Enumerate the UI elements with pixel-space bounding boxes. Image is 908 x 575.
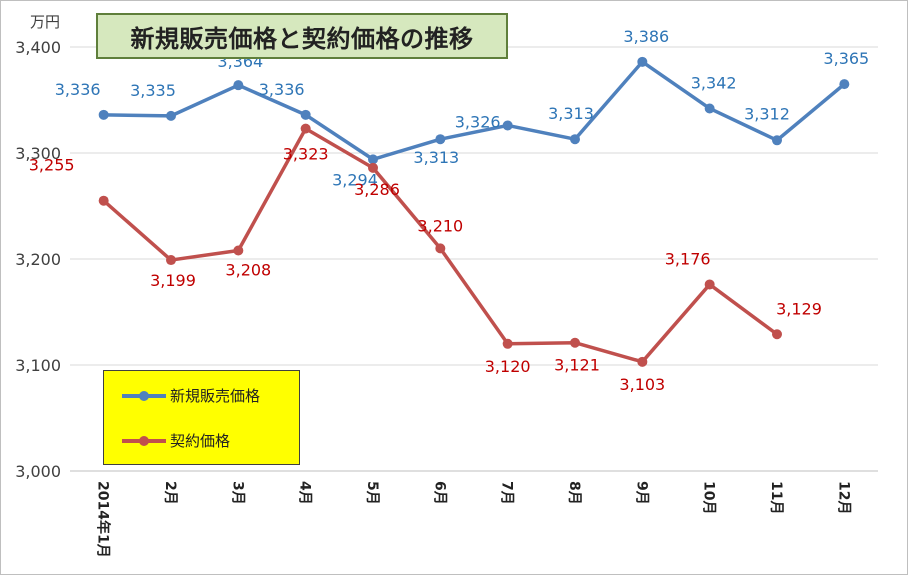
y-axis-ticks: 3,000 3,100 3,200 3,300 3,400	[15, 38, 61, 481]
data-label: 3,103	[619, 375, 665, 394]
y-tick-label: 3,100	[15, 356, 61, 375]
y-tick-label: 3,200	[15, 250, 61, 269]
chart-title: 新規販売価格と契約価格の推移	[96, 13, 508, 59]
data-label: 3,286	[354, 180, 400, 199]
x-tick-label: 3月	[229, 481, 245, 505]
data-point	[772, 135, 782, 146]
x-tick-label: 9月	[633, 481, 649, 505]
series-line	[103, 60, 846, 162]
data-point	[502, 120, 513, 131]
data-point	[772, 329, 782, 340]
data-point	[637, 356, 648, 367]
data-label: 3,342	[691, 73, 737, 92]
legend: 新規販売価格 契約価格	[103, 370, 300, 465]
data-label: 3,312	[744, 104, 790, 123]
data-point	[166, 255, 176, 266]
data-label: 3,176	[665, 249, 711, 268]
data-label: 3,336	[55, 80, 101, 99]
data-point	[368, 154, 378, 165]
legend-item-series-1: 新規販売価格	[122, 385, 260, 406]
data-point	[98, 195, 109, 206]
data-point	[704, 279, 715, 290]
legend-item-series-2: 契約価格	[122, 430, 230, 451]
legend-swatch-series-2	[122, 435, 166, 446]
series-1	[98, 56, 850, 165]
data-point	[368, 162, 378, 173]
y-tick-label: 3,300	[15, 144, 61, 163]
data-point	[637, 56, 648, 67]
data-label: 3,121	[554, 356, 600, 375]
data-label: 3,255	[29, 156, 75, 175]
data-point	[704, 103, 715, 114]
data-point	[233, 245, 244, 256]
x-tick-label: 2月	[162, 481, 178, 505]
data-label: 3,326	[455, 112, 501, 131]
data-point	[570, 134, 580, 145]
x-tick-label: 10月	[701, 481, 717, 514]
data-label: 3,335	[130, 81, 176, 100]
data-label: 3,294	[332, 170, 378, 189]
data-point	[233, 80, 244, 91]
series-lines	[98, 56, 850, 367]
x-tick-label: 8月	[566, 481, 582, 505]
y-tick-label: 3,000	[15, 462, 61, 481]
y-tick-label: 3,400	[15, 38, 61, 57]
data-point	[300, 123, 311, 134]
y-unit-label: 万円	[30, 13, 61, 31]
data-label: 3,336	[259, 80, 305, 99]
data-point	[839, 79, 850, 90]
x-tick-label: 6月	[431, 481, 447, 505]
data-point	[435, 134, 446, 145]
x-tick-label: 12月	[835, 481, 851, 514]
data-label: 3,365	[823, 49, 869, 68]
data-label: 3,120	[485, 357, 531, 376]
data-label: 3,210	[417, 216, 463, 235]
data-point	[502, 338, 513, 349]
data-point	[570, 337, 580, 348]
data-label: 3,313	[413, 148, 459, 167]
data-label: 3,386	[623, 27, 669, 46]
data-label: 3,129	[776, 299, 822, 318]
legend-swatch-series-1	[122, 390, 166, 401]
data-label: 3,208	[225, 261, 271, 280]
x-axis-ticks: 2014年1月 2月 3月 4月 5月 6月 7月 8月 9月 10月 11月 12月	[95, 481, 852, 558]
data-point	[98, 109, 109, 120]
legend-label-series-1: 新規販売価格	[170, 387, 261, 405]
legend-label-series-2: 契約価格	[170, 432, 231, 450]
data-label: 3,313	[548, 104, 594, 123]
data-point	[166, 110, 176, 121]
x-tick-label: 7月	[499, 481, 515, 505]
data-point	[435, 243, 446, 254]
x-tick-label: 5月	[364, 481, 380, 505]
x-tick-label: 2014年1月	[95, 481, 112, 558]
data-label: 3,199	[150, 271, 196, 290]
data-label: 3,323	[283, 145, 329, 164]
data-point	[300, 109, 311, 120]
x-tick-label: 11月	[768, 481, 784, 514]
series-2	[98, 123, 782, 367]
x-tick-label: 4月	[297, 481, 313, 505]
